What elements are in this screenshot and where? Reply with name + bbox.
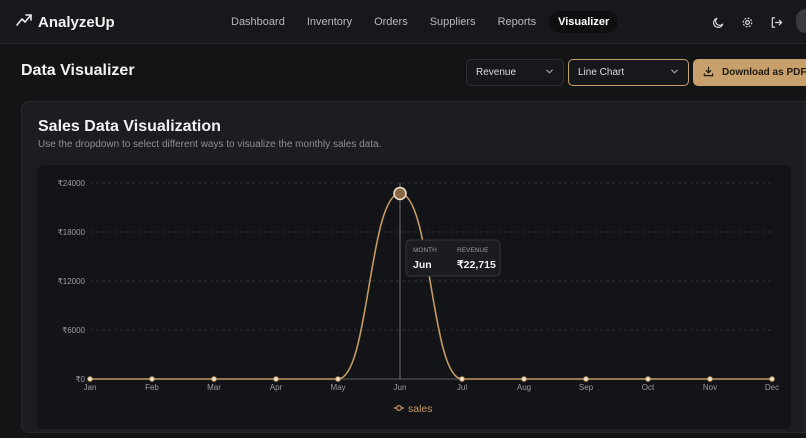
x-tick-label: Nov xyxy=(703,383,717,392)
main-nav: Dashboard Inventory Orders Suppliers Rep… xyxy=(222,11,619,33)
data-point[interactable] xyxy=(769,376,775,382)
chart-type-select[interactable]: Line Chart xyxy=(568,59,689,86)
logout-icon[interactable] xyxy=(767,14,785,32)
data-point[interactable] xyxy=(645,376,651,382)
data-point-active[interactable] xyxy=(393,186,407,201)
nav-suppliers[interactable]: Suppliers xyxy=(429,16,476,28)
x-tick-label: Dec xyxy=(765,383,779,392)
data-point[interactable] xyxy=(459,376,465,382)
data-point[interactable] xyxy=(211,376,217,382)
metric-select-value: Revenue xyxy=(476,67,517,78)
legend-marker-icon xyxy=(396,405,403,412)
top-navbar: AnalyzeUp Dashboard Inventory Orders Sup… xyxy=(0,0,806,44)
tooltip-revenue-header: REVENUE xyxy=(457,247,489,254)
data-point[interactable] xyxy=(335,376,341,382)
metric-select[interactable]: Revenue xyxy=(466,59,564,86)
y-tick-label: ₹0 xyxy=(75,375,85,384)
legend-label[interactable]: sales xyxy=(408,403,433,415)
x-tick-label: Aug xyxy=(517,383,531,392)
x-tick-label: Jan xyxy=(84,383,97,392)
avatar[interactable] xyxy=(796,9,806,33)
gear-icon[interactable] xyxy=(738,14,756,32)
y-tick-label: ₹6000 xyxy=(62,326,85,335)
chart-card: ₹0 ₹6000 ₹12000 ₹18000 ₹24000 Jan Feb Mar Apr May… xyxy=(37,165,791,429)
panel-subtitle: Use the dropdown to select different way… xyxy=(38,139,382,150)
tooltip-revenue-value: ₹22,715 xyxy=(457,259,496,271)
y-tick-label: ₹24000 xyxy=(58,179,86,188)
nav-orders[interactable]: Orders xyxy=(374,16,408,28)
x-tick-label: Apr xyxy=(270,383,283,392)
x-tick-label: Sep xyxy=(579,383,594,392)
sales-series-line xyxy=(90,192,772,380)
x-tick-label: Feb xyxy=(145,383,159,392)
x-tick-label: Mar xyxy=(207,383,221,392)
app-logo[interactable]: AnalyzeUp xyxy=(16,12,115,33)
download-icon xyxy=(703,66,714,80)
data-point[interactable] xyxy=(149,376,155,382)
y-tick-label: ₹18000 xyxy=(58,228,86,237)
app-name: AnalyzeUp xyxy=(38,14,115,31)
header-actions xyxy=(709,9,806,33)
y-tick-label: ₹12000 xyxy=(58,277,86,286)
tooltip-box xyxy=(405,239,501,277)
chevron-down-icon xyxy=(545,67,554,78)
nav-dashboard[interactable]: Dashboard xyxy=(231,16,285,28)
tooltip-month-value: Jun xyxy=(413,259,432,271)
page-title: Data Visualizer xyxy=(21,62,135,79)
data-point[interactable] xyxy=(521,376,527,382)
chart-type-select-value: Line Chart xyxy=(578,67,625,78)
nav-inventory[interactable]: Inventory xyxy=(306,16,353,28)
nav-reports[interactable]: Reports xyxy=(497,16,537,28)
sales-line-chart[interactable]: ₹0 ₹6000 ₹12000 ₹18000 ₹24000 Jan Feb Mar Apr May… xyxy=(37,165,791,429)
data-point[interactable] xyxy=(87,376,93,382)
x-tick-label: Jul xyxy=(457,383,467,392)
data-point[interactable] xyxy=(583,376,589,382)
visualization-panel: Sales Data Visualization Use the dropdow… xyxy=(21,101,806,433)
trending-up-icon xyxy=(16,12,32,33)
panel-title: Sales Data Visualization xyxy=(38,118,221,135)
data-point[interactable] xyxy=(273,376,279,382)
data-point[interactable] xyxy=(707,376,713,382)
x-tick-label: Oct xyxy=(642,383,655,392)
download-pdf-label: Download as PDF xyxy=(722,67,806,78)
x-tick-label: Jun xyxy=(394,383,407,392)
chevron-down-icon xyxy=(670,67,679,78)
download-pdf-button[interactable]: Download as PDF xyxy=(693,59,806,86)
x-tick-label: May xyxy=(330,383,345,392)
nav-visualizer[interactable]: Visualizer xyxy=(549,11,619,33)
tooltip-month-header: MONTH xyxy=(413,247,437,254)
moon-icon[interactable] xyxy=(709,14,727,32)
